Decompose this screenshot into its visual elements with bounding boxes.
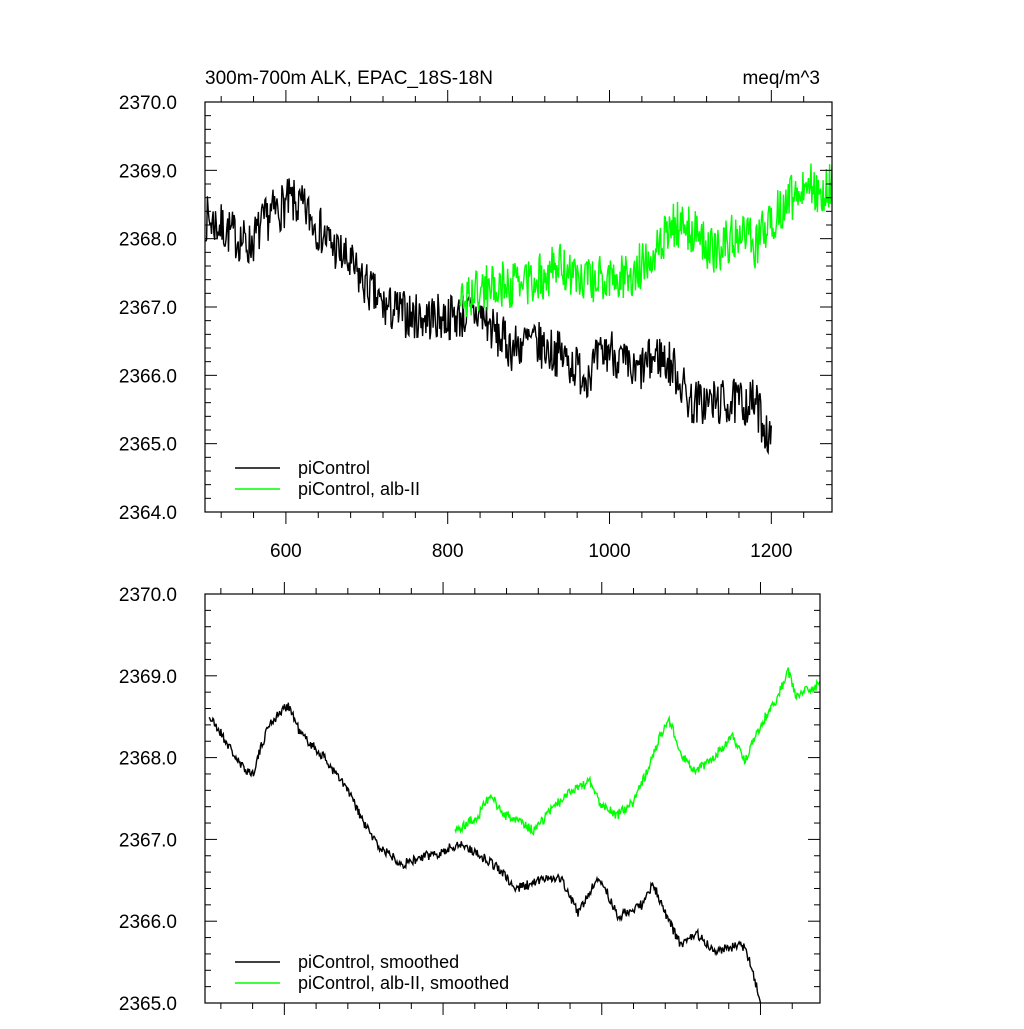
y-tick-label: 2366.0 bbox=[119, 912, 177, 933]
series-group bbox=[208, 667, 820, 1003]
chart-units: meq/m^3 bbox=[742, 68, 820, 89]
series-line-1 bbox=[208, 702, 762, 1003]
y-tick-label: 2368.0 bbox=[119, 230, 177, 251]
y-tick-label: 2367.0 bbox=[119, 298, 177, 319]
series-line-2 bbox=[454, 667, 820, 837]
y-tick-label: 2365.0 bbox=[119, 435, 177, 456]
y-tick-label: 2366.0 bbox=[119, 366, 177, 387]
x-tick-label: 1000 bbox=[588, 541, 630, 562]
series-group bbox=[205, 163, 832, 456]
legend-label: piControl bbox=[298, 458, 370, 478]
plot-frame bbox=[204, 101, 833, 513]
chart-title: 300m-700m ALK, EPAC_18S-18N bbox=[205, 68, 493, 89]
series-line-1 bbox=[205, 178, 772, 456]
chart-panel-1: 300m-700m ALK, EPAC_18S-18N meq/m^3 2364.0… bbox=[119, 68, 833, 562]
plot-frame bbox=[204, 593, 821, 1004]
y-tick-label: 2365.0 bbox=[119, 994, 177, 1015]
legend-label: piControl, alb-II, smoothed bbox=[298, 973, 509, 993]
x-tick-label: 800 bbox=[432, 541, 464, 562]
legend-label: piControl, alb-II bbox=[298, 479, 420, 499]
y-tick-label: 2370.0 bbox=[119, 585, 177, 606]
y-tick-label: 2369.0 bbox=[119, 667, 177, 688]
y-tick-label: 2368.0 bbox=[119, 749, 177, 770]
x-tick-label: 1200 bbox=[750, 541, 792, 562]
y-tick-label: 2369.0 bbox=[119, 161, 177, 182]
y-tick-label: 2364.0 bbox=[119, 503, 177, 524]
series-line-2 bbox=[459, 163, 832, 317]
chart-panel-2: 2365.0 2366.0 2367.0 2368.0 2369.0 2370.0 piCo… bbox=[119, 582, 821, 1015]
y-tick-label: 2370.0 bbox=[119, 93, 177, 114]
x-tick-label: 600 bbox=[270, 541, 302, 562]
y-tick-label: 2367.0 bbox=[119, 830, 177, 851]
legend-label: piControl, smoothed bbox=[298, 952, 459, 972]
